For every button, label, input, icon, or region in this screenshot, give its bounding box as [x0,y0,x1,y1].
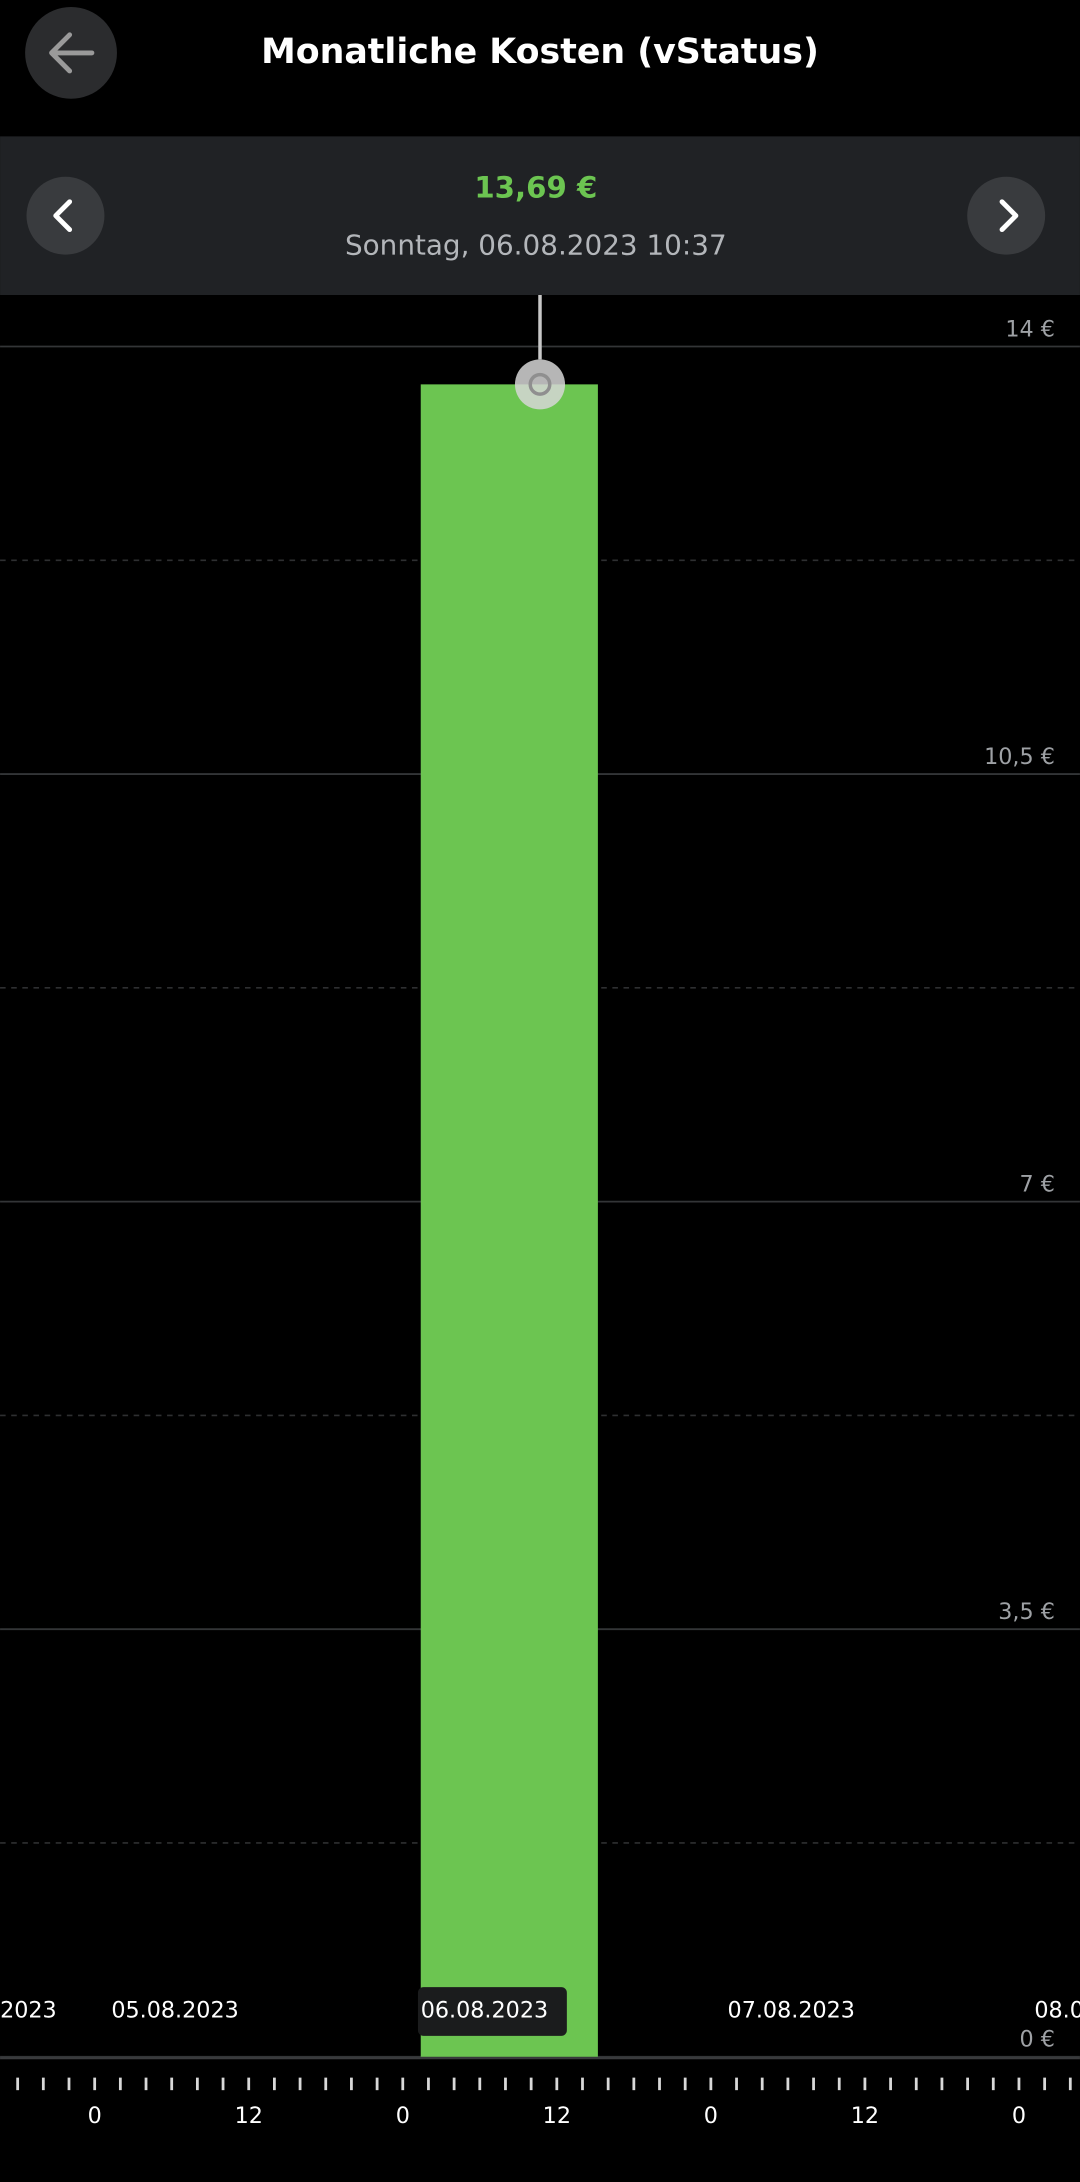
x-tick-label: 0 [88,2103,102,2129]
readout-panel [0,136,1080,296]
date-label-highlight [417,1987,567,2036]
y-tick-label: 0 € [1019,2027,1054,2053]
y-tick-label: 3,5 € [998,1599,1055,1625]
date-label: 2023 [0,1997,57,2023]
y-tick-label: 10,5 € [984,744,1055,770]
bar [420,384,598,2057]
back-arrow[interactable] [49,32,95,74]
screen-title: Monatliche Kosten (vStatus) [261,32,819,72]
next-arrow[interactable] [999,199,1019,233]
y-tick-label: 7 € [1019,1171,1054,1197]
readout-date: Sonntag, 06.08.2023 10:37 [345,228,727,261]
next-button-bg[interactable] [967,176,1046,255]
date-label: 07.08.2023 [728,1997,855,2023]
x-tick-label: 0 [704,2103,718,2129]
back-button[interactable] [25,6,117,99]
date-label: 08.0 [1034,1997,1080,2023]
readout-value: 13,69 € [474,170,597,204]
x-tick-label: 12 [543,2103,571,2129]
x-tick-label: 12 [235,2103,263,2129]
date-label: 05.08.2023 [111,1997,238,2023]
prev-button[interactable] [26,176,105,255]
prev-arrow[interactable] [53,199,73,233]
y-tick-label: 14 € [1005,316,1055,342]
x-tick-label: 12 [851,2103,879,2129]
x-tick-label: 0 [1012,2103,1026,2129]
plot: 0 € 3,5 € 7 € 10,5 € 14 € 2023 05.08.2023 06.08… [0,295,1080,2129]
cursor-knob-ring [528,372,552,396]
prev-button-bg[interactable] [26,176,105,255]
cursor-knob [514,359,566,410]
next-button[interactable] [967,176,1046,255]
x-tick-label: 0 [396,2103,410,2129]
date-label: 06.08.2023 [421,1997,548,2023]
